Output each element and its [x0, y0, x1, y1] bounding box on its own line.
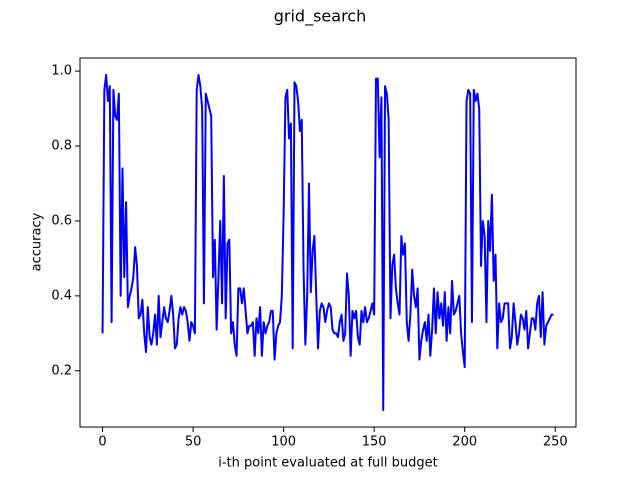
y-axis-label: accuracy: [30, 212, 45, 271]
x-tick-label: 100: [271, 435, 296, 450]
plot-frame: [79, 57, 577, 428]
y-tick-label: 0.6: [51, 213, 72, 228]
x-tick-label: 250: [543, 435, 568, 450]
x-tick-label: 200: [452, 435, 477, 450]
data-line: [101, 73, 554, 412]
x-axis-label: i-th point evaluated at full budget: [218, 456, 437, 471]
chart-title: grid_search: [274, 7, 366, 27]
y-tick-label: 1.0: [51, 64, 72, 79]
y-tick-label: 0.4: [51, 288, 72, 303]
x-tick-label: 0: [98, 435, 106, 450]
y-tick-label: 0.8: [51, 139, 72, 154]
x-tick-label: 50: [185, 435, 202, 450]
y-tick-label: 0.2: [51, 363, 72, 378]
x-tick-label: 150: [362, 435, 387, 450]
